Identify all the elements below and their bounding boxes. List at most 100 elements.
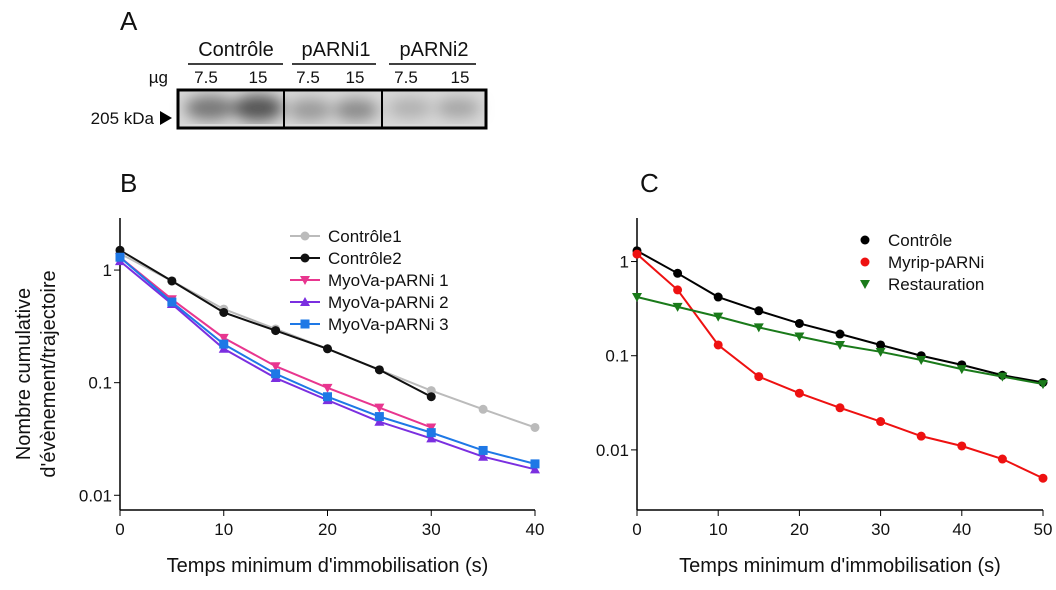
y-tick-label: 0.01 [596,441,629,460]
series [632,293,1048,390]
point [835,329,845,339]
point [753,323,764,333]
legend-marker [300,231,310,241]
legend-label: Restauration [888,275,984,294]
point [426,428,436,438]
point [323,392,332,402]
point [530,459,540,469]
legend-label: Contrôle1 [328,227,402,246]
point [835,403,845,413]
point [322,383,333,393]
y-axis-label: Nombre cumulative [13,288,35,460]
y-tick-label: 0.1 [88,374,112,393]
dose-label: 15 [451,68,470,87]
dose-label: 7.5 [194,68,218,87]
series [632,249,1048,483]
point [713,312,724,322]
point [713,292,723,302]
point [374,365,384,375]
x-tick-label: 10 [214,520,233,539]
point [478,451,489,461]
legend-label: Contrôle [888,231,952,250]
x-tick-label: 50 [1034,520,1053,539]
point [530,464,540,474]
arrow [160,111,172,125]
point [835,340,845,350]
legend-label: Myrip-pARNi [888,253,984,272]
point [713,340,723,350]
series [115,252,540,469]
point [218,333,229,343]
point [1038,380,1048,390]
point [374,416,385,426]
panel-label: C [640,168,659,198]
x-tick-label: 30 [871,520,890,539]
point [270,362,281,372]
point [875,347,886,357]
point [916,431,926,441]
dose-label: 15 [249,68,268,87]
point [167,297,177,307]
point [876,417,886,427]
point [426,423,437,433]
legend-marker [300,253,310,263]
y-tick-label: 1 [620,253,629,272]
point [916,356,927,366]
point [673,268,683,278]
x-tick-label: 40 [952,520,971,539]
point [672,302,683,312]
x-tick-label: 20 [318,520,337,539]
x-tick-label: 30 [422,520,441,539]
point [754,372,764,382]
point [426,433,437,443]
blot [176,88,488,130]
legend-marker [300,297,310,306]
point [271,369,281,379]
point [530,422,540,432]
legend-marker [860,235,870,245]
point [794,388,804,398]
series [632,246,1048,387]
x-tick-label: 20 [790,520,809,539]
point [115,252,125,262]
x-tick-label: 0 [115,520,124,539]
point [632,293,642,303]
x-tick-label: 40 [526,520,545,539]
legend-marker [860,280,870,289]
group-label: Contrôle [198,39,274,61]
x-axis-label: Temps minimum d'immobilisation (s) [679,555,1001,577]
point [115,245,125,255]
legend-marker [860,257,870,267]
legend-label: MyoVa-pARNi 2 [328,293,449,312]
legend-label: MyoVa-pARNi 1 [328,271,449,290]
point [219,307,229,317]
point [794,318,804,328]
dose-label: 15 [346,68,365,87]
point [997,454,1007,464]
x-tick-label: 0 [632,520,641,539]
point [374,412,384,422]
series [115,245,436,402]
dose-label: 7.5 [394,68,418,87]
group-label: pARNi1 [302,39,371,61]
legend-label: Contrôle2 [328,249,402,268]
panel-label: B [120,168,137,198]
point [794,332,805,342]
legend-marker [300,319,310,329]
y-axis-label: d'évènement/trajectoire [38,270,60,477]
point [754,306,764,316]
point [323,344,332,354]
point [997,372,1008,382]
legend-marker [300,276,310,285]
y-tick-label: 1 [103,261,112,280]
point [1038,473,1048,483]
point [956,365,967,375]
marker-label: 205 kDa [91,109,155,128]
point [673,285,683,295]
group-label: pARNi2 [400,39,469,61]
x-tick-label: 10 [709,520,728,539]
dose-label: 7.5 [296,68,320,87]
point [167,276,177,286]
